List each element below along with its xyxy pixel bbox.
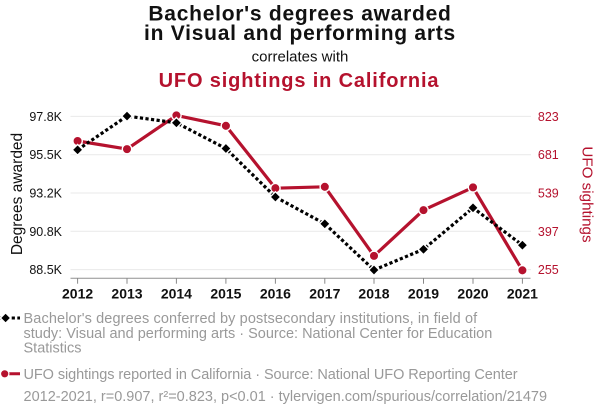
svg-text:Degrees awarded: Degrees awarded <box>9 133 26 255</box>
svg-text:2015: 2015 <box>210 286 241 302</box>
svg-text:Bachelor's degrees awarded: Bachelor's degrees awarded <box>148 2 451 25</box>
svg-text:90.8K: 90.8K <box>29 225 62 239</box>
svg-text:2018: 2018 <box>358 286 389 302</box>
svg-text:correlates with: correlates with <box>252 49 349 66</box>
svg-text:Bachelor's degrees conferred b: Bachelor's degrees conferred by postseco… <box>24 311 479 327</box>
svg-text:255: 255 <box>538 263 559 277</box>
svg-text:93.2K: 93.2K <box>29 187 62 201</box>
svg-text:UFO sightings reported in Cali: UFO sightings reported in California · S… <box>24 367 518 383</box>
svg-text:2012-2021, r=0.907, r²=0.823,: 2012-2021, r=0.907, r²=0.823, p<0.01 · t… <box>24 389 548 405</box>
svg-text:study: Visual and performing a: study: Visual and performing arts · Sour… <box>24 326 493 342</box>
svg-text:681: 681 <box>538 148 559 162</box>
svg-text:UFO sightings in California: UFO sightings in California <box>159 70 440 92</box>
svg-text:88.5K: 88.5K <box>29 263 62 277</box>
svg-text:in Visual and performing arts: in Visual and performing arts <box>144 22 456 45</box>
svg-text:Statistics: Statistics <box>24 340 82 356</box>
svg-text:2016: 2016 <box>260 286 291 302</box>
svg-text:823: 823 <box>538 110 559 124</box>
svg-text:2013: 2013 <box>111 286 142 302</box>
svg-text:2020: 2020 <box>457 286 488 302</box>
svg-text:2017: 2017 <box>309 286 340 302</box>
svg-text:2012: 2012 <box>62 286 93 302</box>
svg-text:95.5K: 95.5K <box>29 148 62 162</box>
svg-text:539: 539 <box>538 187 559 201</box>
svg-text:UFO sightings: UFO sightings <box>579 146 596 243</box>
svg-text:397: 397 <box>538 225 559 239</box>
svg-text:2014: 2014 <box>161 286 192 302</box>
svg-text:2019: 2019 <box>408 286 439 302</box>
svg-text:2021: 2021 <box>507 286 538 302</box>
svg-text:97.8K: 97.8K <box>29 110 62 124</box>
